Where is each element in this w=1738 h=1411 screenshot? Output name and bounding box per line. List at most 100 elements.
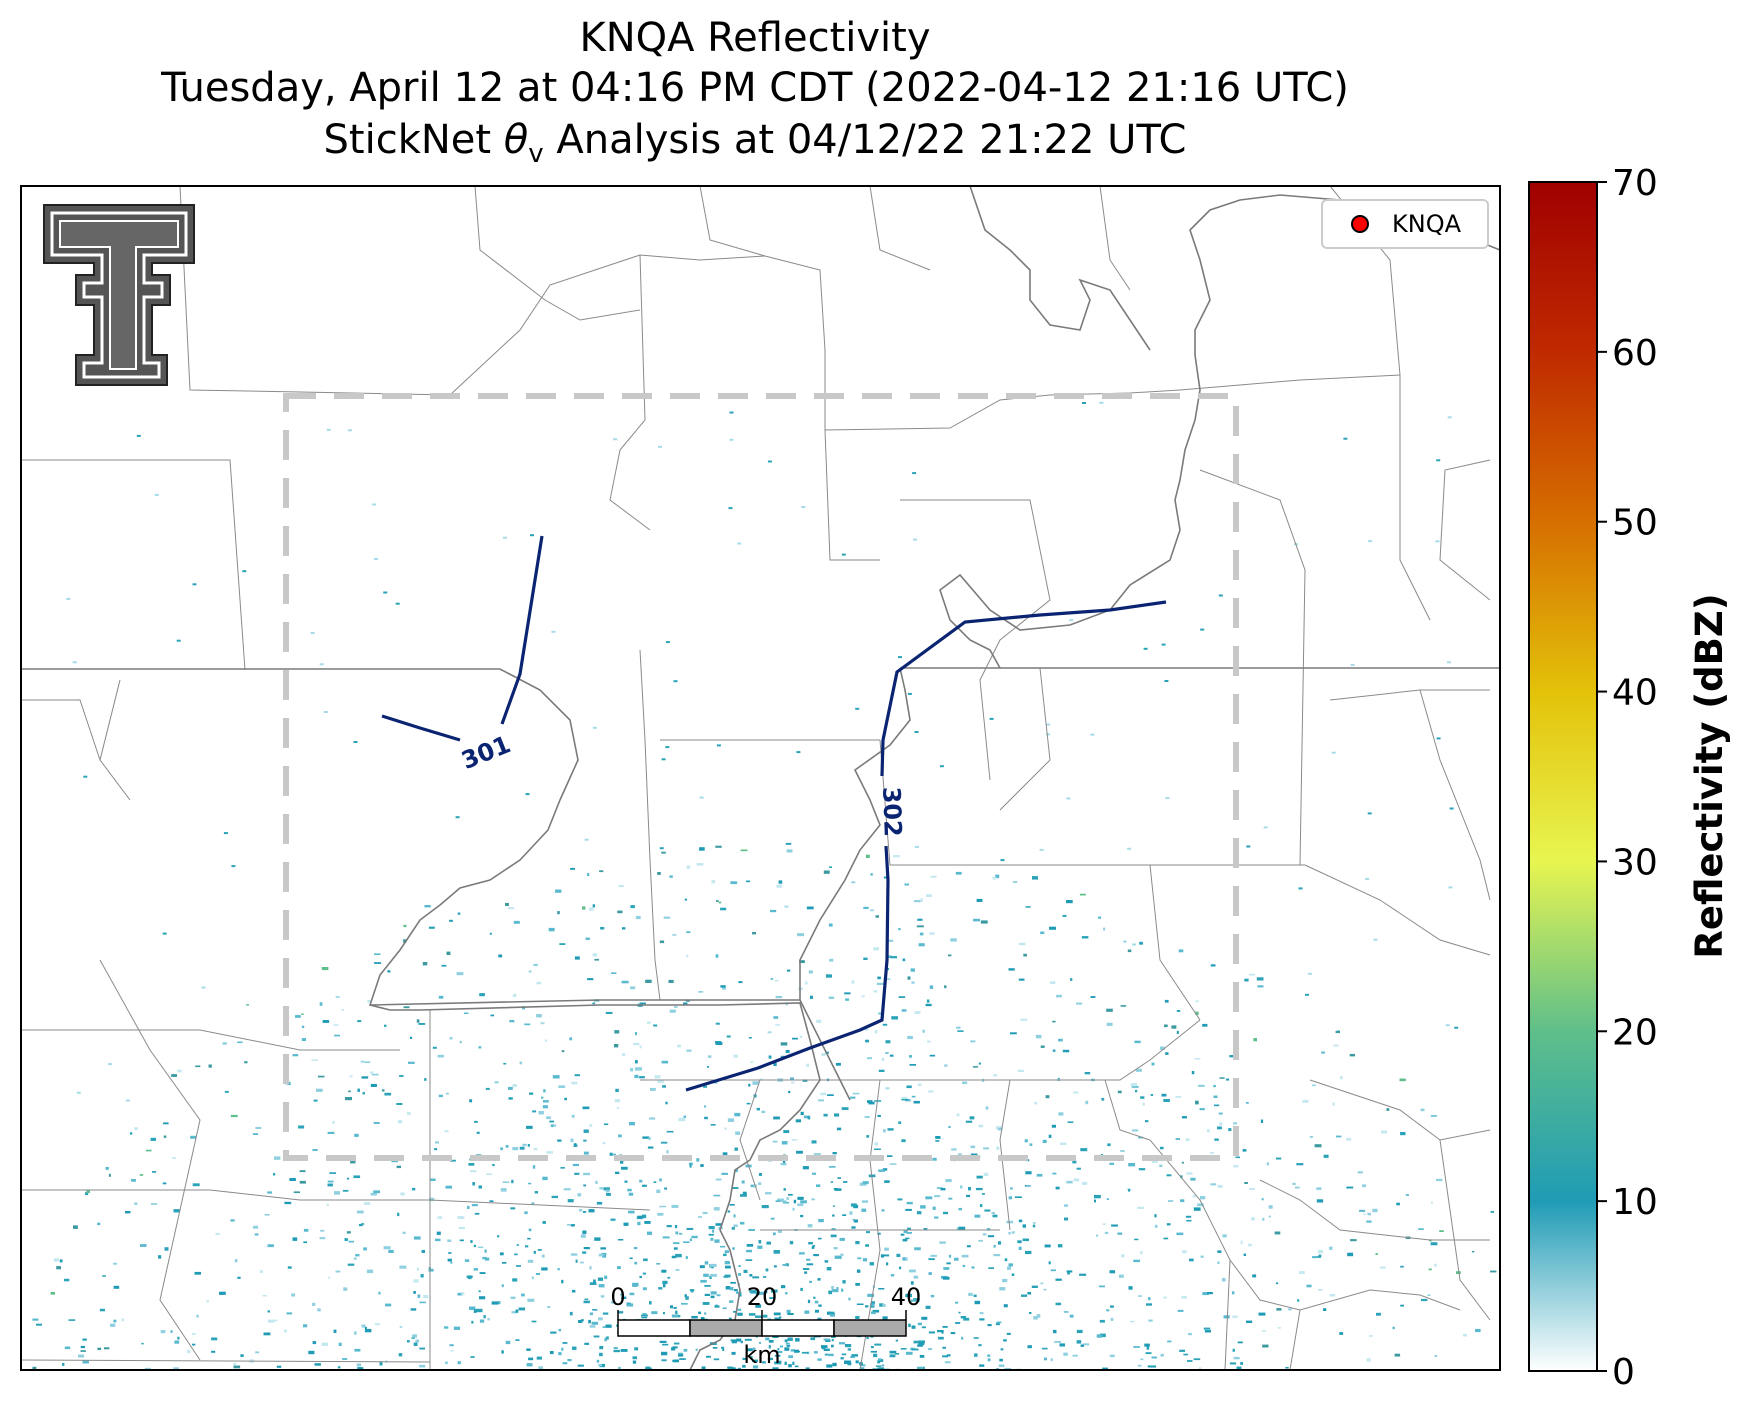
radar-echo-pixel (657, 872, 661, 875)
radar-echo-pixel (825, 974, 832, 978)
radar-echo-pixel (589, 1312, 593, 1316)
radar-echo-pixel (860, 1364, 866, 1367)
radar-echo-pixel (473, 1309, 477, 1313)
radar-echo-pixel (855, 707, 860, 710)
radar-echo-pixel (237, 1041, 243, 1044)
radar-echo-pixel (233, 1362, 237, 1365)
radar-echo-pixel (1130, 1320, 1135, 1323)
radar-echo-pixel (521, 1293, 525, 1297)
radar-echo-pixel (1340, 1076, 1343, 1080)
radar-echo-pixel (267, 1191, 272, 1194)
radar-echo-pixel (549, 1120, 554, 1123)
radar-echo-pixel (908, 1269, 916, 1273)
radar-echo-pixel (914, 1011, 921, 1014)
radar-echo-pixel (900, 1233, 905, 1236)
radar-echo-pixel (80, 1345, 85, 1349)
radar-echo-pixel (773, 1016, 779, 1019)
radar-echo-pixel (961, 1254, 969, 1258)
radar-echo-pixel (841, 553, 846, 556)
radar-echo-pixel (617, 1266, 621, 1269)
radar-echo-pixel (1033, 1316, 1038, 1320)
radar-echo-pixel (527, 1182, 532, 1185)
radar-echo-pixel (661, 851, 666, 854)
radar-echo-pixel (1018, 978, 1025, 981)
radar-echo-pixel (598, 1364, 602, 1367)
radar-echo-pixel (86, 1190, 90, 1193)
radar-echo-pixel (1176, 1232, 1184, 1236)
map-subtitle-analysis: StickNet θv Analysis at 04/12/22 21:22 U… (323, 117, 1187, 169)
radar-echo-pixel (827, 1353, 834, 1357)
radar-echo-pixel (411, 1336, 415, 1339)
radar-echo-pixel (873, 990, 878, 993)
radar-echo-pixel (1055, 1302, 1062, 1306)
radar-echo-pixel (958, 1311, 961, 1314)
radar-echo-pixel (970, 1153, 978, 1156)
radar-echo-pixel (919, 932, 924, 936)
radar-echo-pixel (852, 1219, 855, 1221)
radar-echo-pixel (1052, 1020, 1056, 1023)
radar-echo-pixel (599, 870, 604, 873)
radar-echo-pixel (1160, 1353, 1164, 1357)
radar-echo-pixel (1185, 1138, 1190, 1141)
radar-echo-pixel (863, 957, 868, 960)
radar-echo-pixel (979, 1318, 985, 1321)
radar-echo-pixel (399, 1265, 407, 1269)
radar-echo-pixel (1146, 1303, 1152, 1306)
radar-echo-pixel (1014, 1196, 1022, 1198)
radar-echo-pixel (989, 717, 994, 720)
radar-echo-pixel (928, 1258, 935, 1261)
radar-echo-pixel (85, 1192, 89, 1196)
radar-echo-pixel (830, 1181, 833, 1183)
radar-echo-pixel (605, 1324, 612, 1328)
radar-echo-pixel (958, 1207, 962, 1211)
radar-echo-pixel (609, 1152, 613, 1156)
radar-echo-pixel (1027, 1345, 1032, 1349)
radar-echo-pixel (1263, 826, 1268, 829)
radar-echo-pixel (1106, 1198, 1109, 1200)
radar-echo-pixel (728, 507, 733, 510)
radar-echo-pixel (802, 1166, 809, 1170)
radar-echo-pixel (428, 926, 435, 929)
radar-echo-pixel (710, 1237, 714, 1241)
radar-echo-pixel (730, 1281, 736, 1284)
radar-echo-pixel (1109, 1354, 1115, 1358)
radar-echo-pixel (812, 1245, 815, 1248)
radar-echo-pixel (734, 1112, 741, 1117)
radar-echo-pixel (710, 1273, 717, 1277)
radar-echo-pixel (1159, 1046, 1165, 1050)
radar-echo-pixel (1193, 1358, 1201, 1361)
radar-echo-pixel (821, 1345, 828, 1348)
radar-echo-pixel (1176, 1030, 1179, 1034)
radar-echo-pixel (940, 1188, 946, 1191)
radar-echo-pixel (592, 726, 597, 729)
radar-echo-pixel (437, 1054, 444, 1058)
radar-echo-pixel (805, 981, 808, 985)
radar-echo-pixel (326, 428, 331, 431)
radar-echo-pixel (649, 1117, 656, 1120)
radar-echo-pixel (411, 1187, 416, 1191)
radar-echo-pixel (489, 1200, 494, 1202)
radar-echo-pixel (832, 1289, 839, 1293)
radar-echo-pixel (869, 1262, 874, 1266)
radar-echo-pixel (370, 1083, 377, 1087)
radar-echo-pixel (770, 909, 777, 913)
radar-echo-pixel (621, 1166, 628, 1170)
radar-echo-pixel (752, 932, 756, 935)
radar-echo-pixel (1447, 416, 1452, 419)
radar-echo-pixel (665, 746, 670, 749)
radar-echo-pixel (353, 741, 358, 743)
radar-echo-pixel (1069, 619, 1074, 622)
radar-echo-pixel (1200, 1196, 1206, 1200)
radar-echo-pixel (1143, 647, 1148, 650)
radar-echo-pixel (1448, 886, 1453, 889)
radar-echo-pixel (332, 1121, 335, 1124)
radar-echo-pixel (974, 1300, 981, 1305)
radar-echo-pixel (1307, 972, 1312, 975)
radar-echo-pixel (1107, 1143, 1111, 1147)
radar-echo-pixel (996, 1146, 1000, 1150)
radar-echo-pixel (113, 1285, 120, 1289)
radar-echo-pixel (946, 1262, 951, 1265)
radar-echo-pixel (1110, 1317, 1114, 1321)
radar-echo-pixel (827, 1094, 834, 1096)
radar-echo-pixel (1365, 877, 1370, 880)
